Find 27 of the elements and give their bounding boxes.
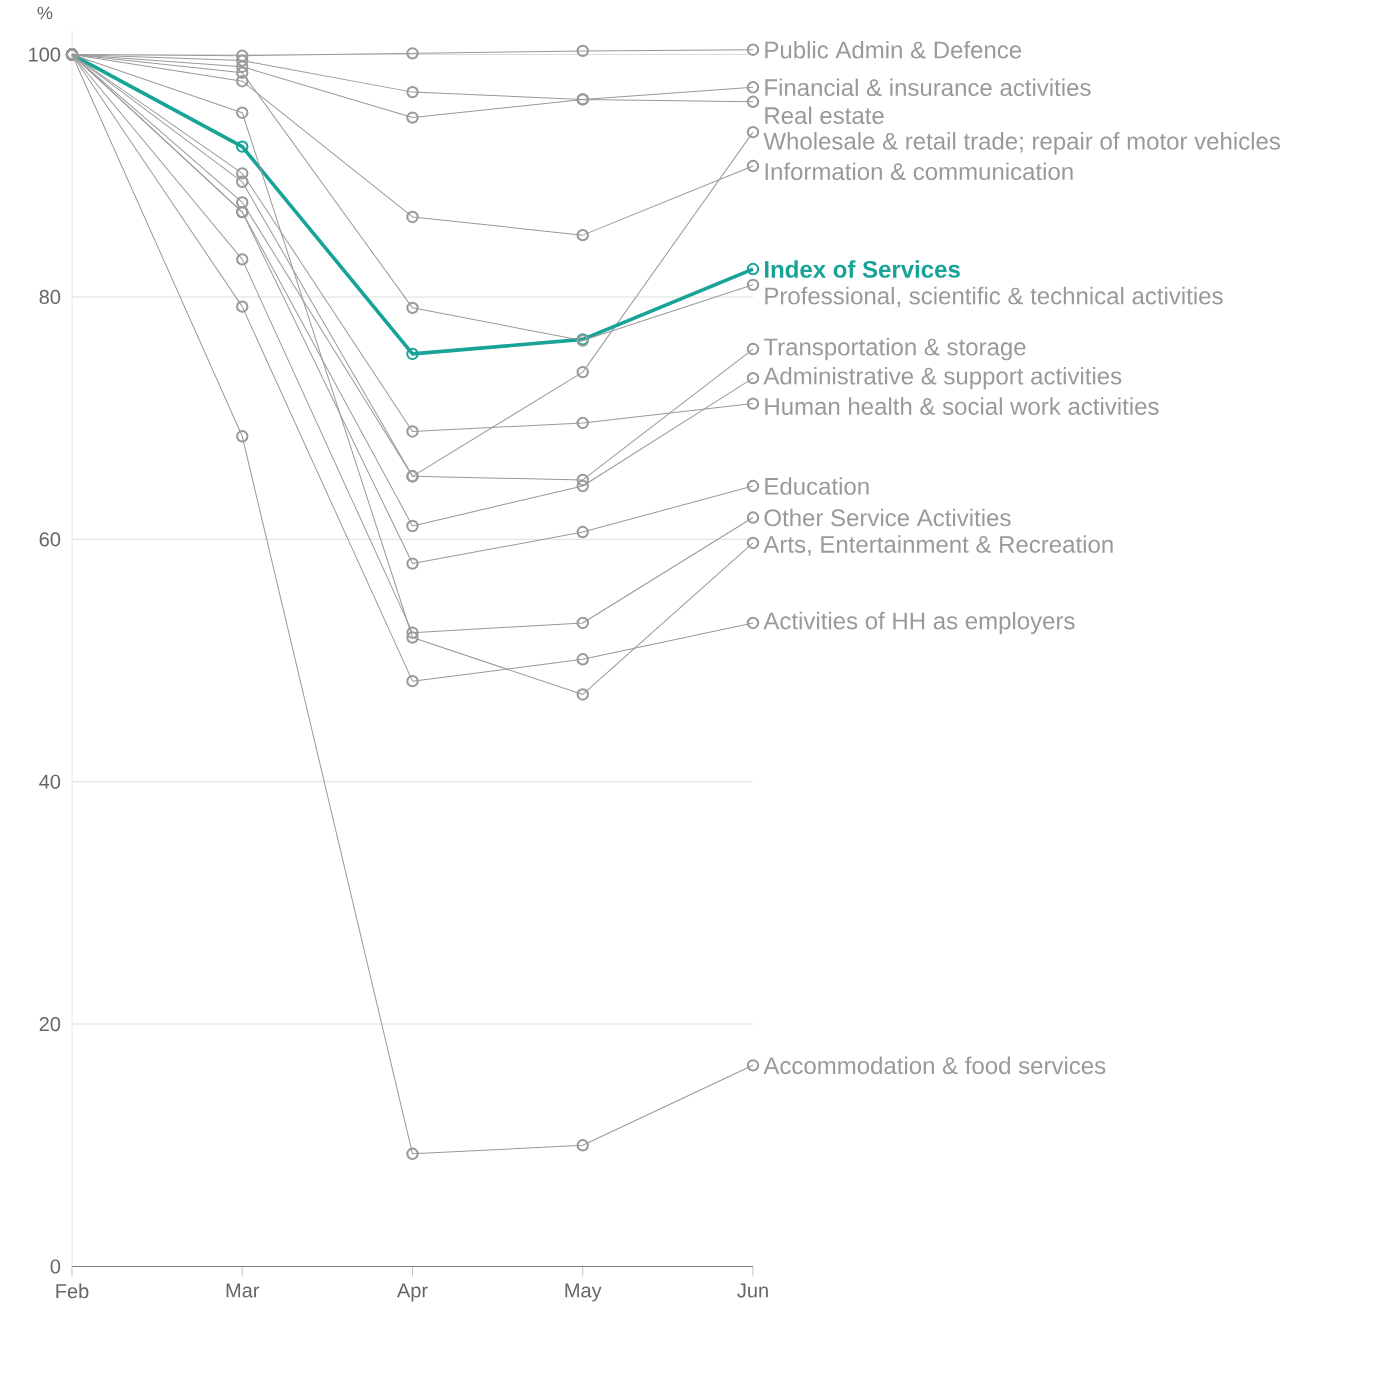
series-label: Education xyxy=(765,477,869,496)
x-tick-label: May xyxy=(565,1283,602,1302)
series-label: Human health & social work activities xyxy=(765,397,1159,416)
y-tick-label: 0 xyxy=(50,1259,61,1274)
series-label: Information & communication xyxy=(765,162,1073,181)
series-label: Public Admin & Defence xyxy=(765,41,1022,59)
series-label: Transportation & storage xyxy=(763,338,1026,361)
series-label: Administrative & support activities xyxy=(763,367,1122,390)
series-label: Wholesale & retail trade; repair of motor vehicles xyxy=(763,132,1280,155)
y-axis-title: % xyxy=(37,6,53,20)
series-label: Accommodation & food services xyxy=(763,1056,1106,1075)
y-tick-label: 80 xyxy=(39,290,61,305)
series-label: Real estate xyxy=(765,106,884,125)
x-tick-label: Jun xyxy=(737,1283,768,1298)
x-tick-label: Feb xyxy=(56,1283,89,1299)
y-tick-label: 60 xyxy=(39,532,61,547)
series-label: Index of Services xyxy=(765,260,960,279)
y-tick-label: 40 xyxy=(39,774,61,790)
x-tick-label: Apr xyxy=(396,1283,428,1302)
series-label: Professional, scientific & technical activities xyxy=(765,287,1223,308)
y-tick-label: 100 xyxy=(29,47,61,62)
series-label: Financial & insurance activities xyxy=(765,78,1091,97)
y-tick-label: 20 xyxy=(39,1017,61,1032)
x-tick-label: Mar xyxy=(226,1283,260,1298)
series-label: Other Service Activities xyxy=(764,508,1011,527)
series-label: Arts, Entertainment & Recreation xyxy=(763,535,1113,556)
series-label: Activities of HH as employers xyxy=(763,612,1075,635)
